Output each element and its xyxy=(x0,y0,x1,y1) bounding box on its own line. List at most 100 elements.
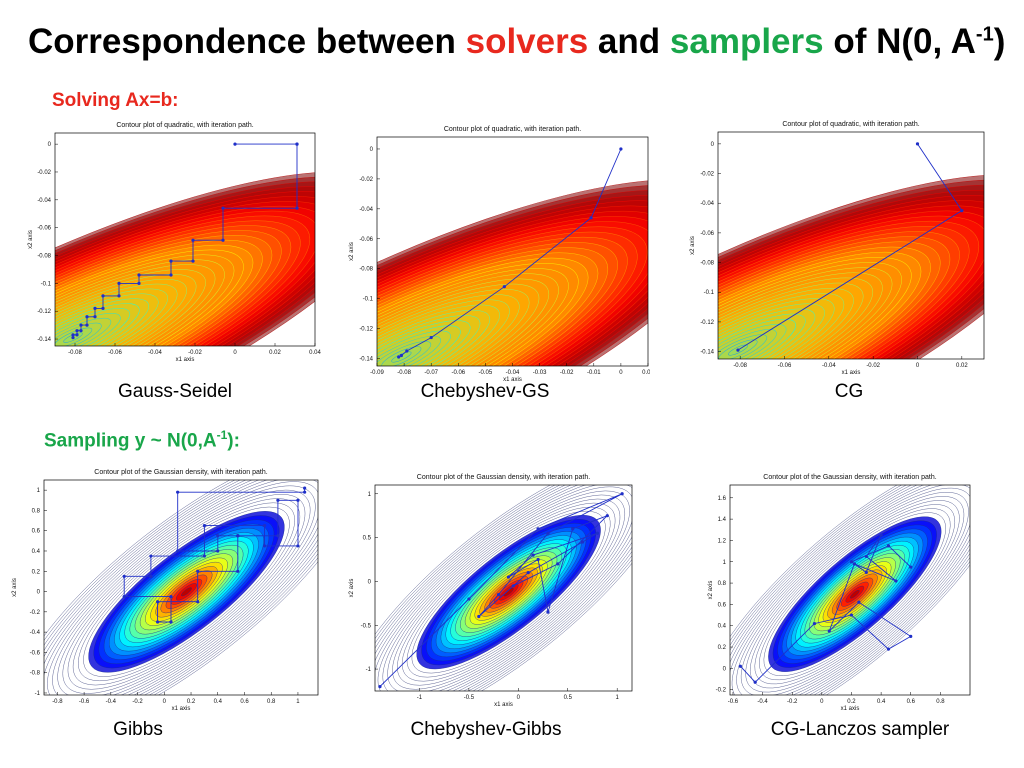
x-tick-label: -0.03 xyxy=(533,370,547,376)
x-tick-label: 0 xyxy=(163,699,167,705)
y-tick-label: -0.08 xyxy=(37,254,51,260)
y-tick-label: -0.1 xyxy=(704,290,715,296)
y-tick-label: -0.12 xyxy=(37,309,51,315)
sampling-suffix: ): xyxy=(227,430,240,452)
iteration-point xyxy=(191,259,195,263)
x-tick-label: 0 xyxy=(233,350,237,356)
iteration-point xyxy=(864,554,868,559)
iteration-point xyxy=(191,238,195,242)
iteration-point xyxy=(915,142,920,146)
plot-svg: Contour plot of quadratic, with iteratio… xyxy=(349,126,650,383)
iteration-point xyxy=(156,600,160,604)
iteration-point xyxy=(536,557,540,562)
y-tick-label: -0.1 xyxy=(41,281,52,287)
gauss-seidel-plot: Contour plot of quadratic, with iteratio… xyxy=(24,116,328,374)
iteration-point xyxy=(262,524,267,528)
iteration-point xyxy=(296,498,300,502)
iteration-point xyxy=(502,285,506,289)
plot-title: Contour plot of quadratic, with iteratio… xyxy=(444,126,581,133)
plot-title: Contour plot of the Gaussian density, wi… xyxy=(94,469,267,476)
iteration-point xyxy=(595,531,600,535)
iteration-point xyxy=(221,206,225,210)
x-tick-label: -1 xyxy=(417,695,423,701)
contour-field xyxy=(730,485,970,695)
plot-title: Contour plot of quadratic, with iteratio… xyxy=(116,122,253,129)
iteration-point xyxy=(169,595,173,599)
iteration-point xyxy=(295,206,299,210)
y-tick-label: -0.14 xyxy=(700,350,714,356)
x-tick-label: -0.4 xyxy=(757,699,768,705)
y-tick-label: 0 xyxy=(368,579,372,585)
y-tick-label: 0.5 xyxy=(363,536,372,542)
iteration-point xyxy=(753,680,757,684)
x-tick-label: 0.01 xyxy=(642,370,650,376)
y-tick-label: 0 xyxy=(370,147,374,153)
iteration-point xyxy=(580,540,585,544)
y-tick-label: 1 xyxy=(723,560,727,566)
iteration-point xyxy=(216,549,220,553)
x-tick-label: -0.2 xyxy=(787,699,798,705)
caption-chebyshev-gibbs: Chebyshev-Gibbs xyxy=(410,719,562,740)
axes-box xyxy=(43,479,319,696)
iteration-point xyxy=(236,569,240,573)
y-tick-label: -0.04 xyxy=(700,201,714,207)
y-tick-label: -1 xyxy=(366,667,372,673)
y-tick-label: -0.14 xyxy=(359,357,373,363)
y-tick-label: 0 xyxy=(723,666,727,672)
iteration-point xyxy=(546,610,550,614)
x-axis-label: x1 axis xyxy=(841,706,860,712)
plot-svg: Contour plot of the Gaussian density, wi… xyxy=(12,469,319,712)
y-tick-label: -0.04 xyxy=(359,207,373,213)
iteration-point xyxy=(886,544,891,548)
x-tick-label: 0.2 xyxy=(187,699,196,705)
x-tick-label: 0.6 xyxy=(240,699,249,705)
y-tick-label: 0.4 xyxy=(718,624,727,630)
iteration-point xyxy=(276,498,280,502)
y-tick-label: -0.02 xyxy=(359,177,373,183)
iteration-point xyxy=(605,514,609,518)
y-axis-label: x2 axis xyxy=(349,579,355,598)
iteration-point xyxy=(169,273,173,277)
contour-field xyxy=(55,133,315,346)
iteration-point xyxy=(176,490,180,494)
iteration-point xyxy=(137,273,141,277)
caption-cg-lanczos: CG-Lanczos sampler xyxy=(770,719,950,740)
chebyshev-gibbs-plot: Contour plot of the Gaussian density, wi… xyxy=(345,465,635,717)
x-tick-label: 0.8 xyxy=(936,699,945,705)
iteration-point xyxy=(736,348,740,352)
y-tick-label: 1 xyxy=(37,488,41,494)
iteration-point xyxy=(276,534,280,538)
iteration-point xyxy=(75,329,79,333)
iteration-point xyxy=(176,549,180,553)
iteration-point xyxy=(71,333,75,337)
y-tick-label: 0.8 xyxy=(718,581,727,587)
iteration-point xyxy=(556,562,560,566)
title-solvers: solvers xyxy=(465,22,589,61)
y-tick-label: -0.2 xyxy=(716,688,727,694)
iteration-point xyxy=(849,560,854,564)
y-axis-label: x2 axis xyxy=(708,581,714,600)
y-tick-label: -0.6 xyxy=(30,650,41,656)
y-tick-label: -0.06 xyxy=(700,231,714,237)
section-solving-label: Solving Ax=b: xyxy=(52,90,179,111)
x-tick-label: 0 xyxy=(916,363,920,369)
x-tick-label: -0.02 xyxy=(560,370,574,376)
iteration-point xyxy=(879,533,883,537)
iteration-point xyxy=(101,294,105,298)
y-axis-label: x2 axis xyxy=(12,578,18,597)
y-tick-label: 0.8 xyxy=(32,508,41,514)
caption-chebyshev-gs: Chebyshev-GS xyxy=(420,381,550,402)
x-tick-label: -0.5 xyxy=(464,695,475,701)
iteration-point xyxy=(295,142,299,146)
iteration-point xyxy=(909,634,913,638)
iteration-point xyxy=(864,570,868,575)
caption-gibbs: Gibbs xyxy=(113,719,163,740)
x-tick-label: 0.4 xyxy=(214,699,223,705)
iteration-point xyxy=(233,142,237,146)
y-tick-label: -0.5 xyxy=(361,623,372,629)
iteration-point xyxy=(619,147,623,151)
plot-svg: Contour plot of quadratic, with iteratio… xyxy=(28,122,321,363)
x-tick-label: 0.2 xyxy=(847,699,856,705)
y-tick-label: -0.14 xyxy=(37,337,51,343)
y-tick-label: 0.2 xyxy=(32,569,41,575)
